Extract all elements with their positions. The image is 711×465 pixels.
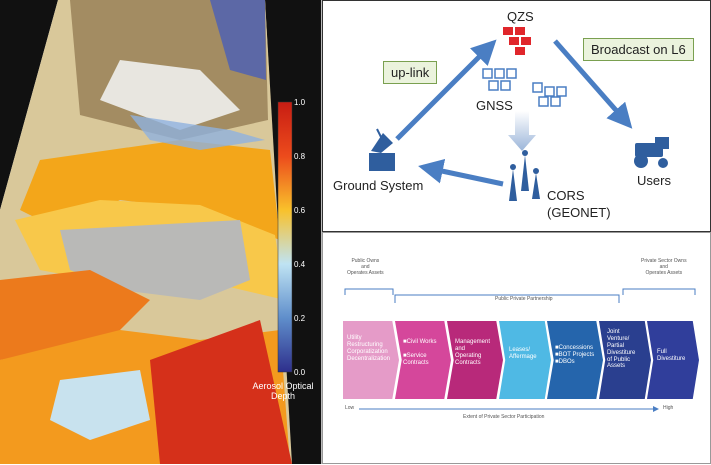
users-label: Users <box>637 173 671 188</box>
gnss-satellites-icon <box>482 68 567 107</box>
colorbar-label: Aerosol Optical Depth <box>252 381 314 401</box>
stage-leases: Leases/ Affermage <box>499 321 551 399</box>
stage-management-contracts: Management and Operating Contracts <box>447 321 503 399</box>
colorbar-tick-0-6: 0.6 <box>294 206 306 215</box>
qzs-label: QZS <box>507 9 534 24</box>
stage-joint-venture: Joint Venture/ Partial Divestiture of Pu… <box>599 321 651 399</box>
colorbar-tick-0-8: 0.8 <box>294 152 306 161</box>
down-arrow-icon <box>508 111 536 151</box>
antenna-tower-icon <box>509 150 540 201</box>
ppp-spectrum-panel: Public Owns and Operates Assets Public P… <box>322 232 711 464</box>
uplink-arrow <box>395 39 497 141</box>
stage-civil-works: ■Civil Works ■Service Contracts <box>395 321 451 399</box>
colorbar-tick-0-4: 0.4 <box>294 260 306 269</box>
satellite-dish-icon <box>369 128 395 171</box>
colorbar-tick-1-0: 1.0 <box>294 98 306 107</box>
stage-utility-restructuring: Utility Restructuring Corporatization De… <box>343 321 399 399</box>
qzss-diagram-graphics <box>369 27 669 201</box>
ground-system-label: Ground System <box>333 178 424 193</box>
private-owns-label: Private Sector Owns and Operates Assets <box>641 258 687 276</box>
cors-arrow <box>418 158 504 187</box>
stage-concessions: ■Concessions ■BOT Projects ■DBOs <box>547 321 603 399</box>
tractor-icon <box>634 137 669 168</box>
axis-low-label: Low <box>345 405 355 411</box>
uplink-box: up-link <box>383 61 438 84</box>
ppp-chevrons: Utility Restructuring Corporatization De… <box>343 321 699 399</box>
broadcast-arrow <box>553 39 633 129</box>
colorbar <box>277 101 293 373</box>
colorbar-tick-0-2: 0.2 <box>294 314 306 323</box>
cors-label: CORS <box>547 188 585 203</box>
axis-high-label: High <box>663 405 674 411</box>
colorbar-tick-0-0: 0.0 <box>294 368 306 377</box>
qzs-satellite-icon <box>503 27 531 55</box>
aerosol-map-image <box>0 0 321 464</box>
geonet-label: (GEONET) <box>547 205 611 220</box>
ppp-brackets <box>344 288 696 412</box>
broadcast-box: Broadcast on L6 <box>583 38 694 61</box>
qzss-diagram-panel: QZS GNSS up-link Broadcast on L6 Ground … <box>322 0 711 232</box>
axis-label: Extent of Private Sector Participation <box>463 414 545 420</box>
aerosol-map-panel: 1.0 0.8 0.6 0.4 0.2 0.0 Aerosol Optical … <box>0 0 322 464</box>
gnss-label: GNSS <box>476 98 513 113</box>
satellite-swath <box>0 0 292 464</box>
ppp-label: Public Private Partnership <box>495 296 553 302</box>
public-owns-label: Public Owns and Operates Assets <box>347 258 384 276</box>
stage-full-divestiture: Full Divestiture <box>647 321 699 399</box>
